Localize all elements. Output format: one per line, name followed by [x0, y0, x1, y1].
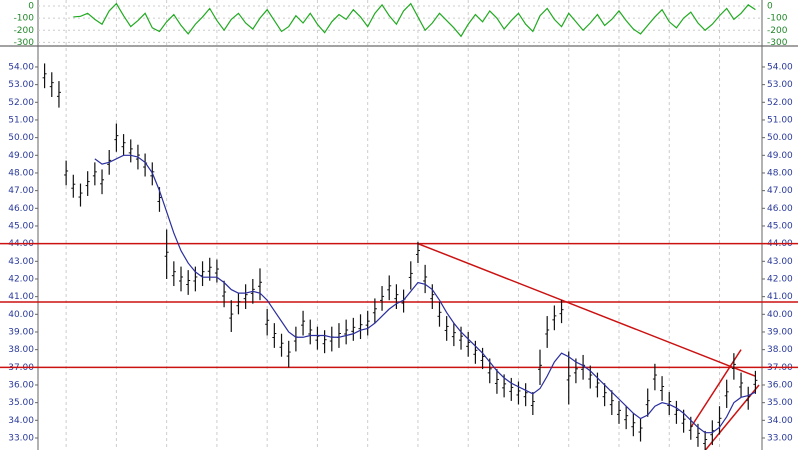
- y-tick-label: 42.00: [8, 274, 34, 284]
- y-tick-label: 51.00: [767, 115, 793, 125]
- y-tick-label: 39.00: [8, 327, 34, 337]
- y-tick-label: 54.00: [767, 62, 793, 72]
- y-tick-label: 47.00: [8, 186, 34, 196]
- y-tick-label: 33.00: [767, 433, 793, 443]
- y-tick-label: 49.00: [767, 151, 793, 161]
- y-tick-label: 35.00: [767, 398, 793, 408]
- y-tick-label: 33.00: [8, 433, 34, 443]
- osc-tick-label: 0: [767, 2, 773, 12]
- y-tick-label: 48.00: [767, 168, 793, 178]
- y-tick-label: 46.00: [8, 204, 34, 214]
- trendline: [690, 349, 742, 428]
- osc-tick-label: -100: [767, 14, 788, 24]
- y-tick-label: 45.00: [8, 221, 34, 231]
- y-tick-label: 46.00: [767, 204, 793, 214]
- y-tick-label: 50.00: [767, 133, 793, 143]
- y-tick-label: 34.00: [767, 416, 793, 426]
- y-tick-label: 38.00: [767, 345, 793, 355]
- y-tick-label: 41.00: [8, 292, 34, 302]
- y-tick-label: 43.00: [767, 257, 793, 267]
- y-tick-label: 47.00: [767, 186, 793, 196]
- osc-tick-label: -300: [767, 38, 788, 48]
- osc-tick-label: -200: [14, 26, 35, 36]
- y-tick-label: 42.00: [767, 274, 793, 284]
- y-tick-label: 51.00: [8, 115, 34, 125]
- trendline: [417, 242, 756, 377]
- y-tick-label: 43.00: [8, 257, 34, 267]
- y-tick-label: 49.00: [8, 151, 34, 161]
- y-tick-label: 35.00: [8, 398, 34, 408]
- y-tick-label: 50.00: [8, 133, 34, 143]
- y-tick-label: 53.00: [8, 80, 34, 90]
- osc-tick-label: -200: [767, 26, 788, 36]
- y-tick-label: 39.00: [767, 327, 793, 337]
- y-tick-label: 40.00: [8, 310, 34, 320]
- y-tick-label: 41.00: [767, 292, 793, 302]
- y-tick-label: 52.00: [767, 98, 793, 108]
- y-tick-label: 36.00: [8, 380, 34, 390]
- oscillator-line: [73, 2, 756, 38]
- y-tick-label: 40.00: [767, 310, 793, 320]
- y-tick-label: 38.00: [8, 345, 34, 355]
- y-tick-label: 54.00: [8, 62, 34, 72]
- y-tick-label: 53.00: [767, 80, 793, 90]
- y-tick-label: 48.00: [8, 168, 34, 178]
- y-tick-label: 34.00: [8, 416, 34, 426]
- osc-tick-label: -300: [14, 38, 35, 48]
- osc-tick-label: 0: [28, 2, 34, 12]
- moving-average: [94, 154, 756, 434]
- y-tick-label: 52.00: [8, 98, 34, 108]
- y-tick-label: 36.00: [767, 380, 793, 390]
- osc-tick-label: -100: [14, 14, 35, 24]
- y-tick-label: 45.00: [767, 221, 793, 231]
